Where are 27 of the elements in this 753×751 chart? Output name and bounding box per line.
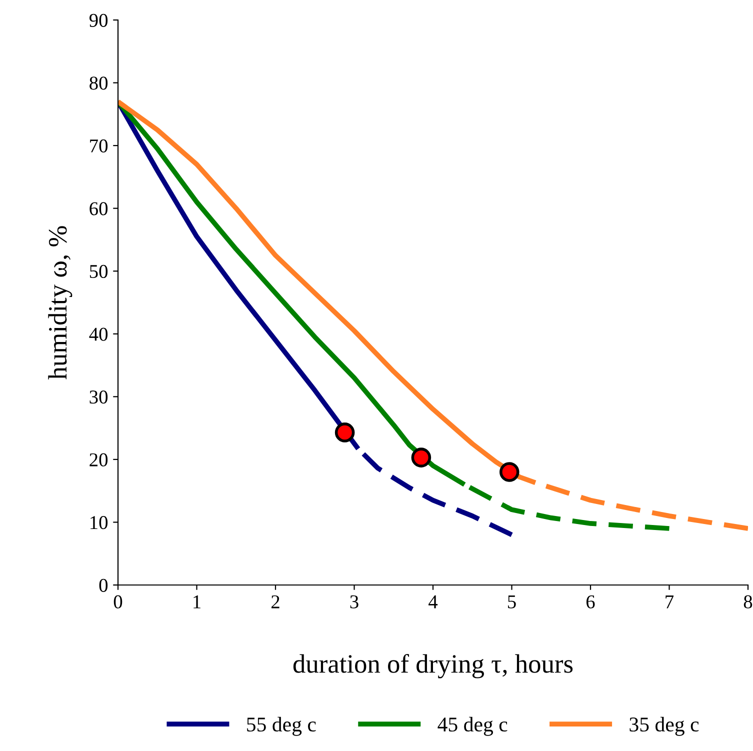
x-tick-label: 6 — [586, 595, 595, 608]
y-tick-label: 80 — [90, 76, 108, 90]
x-axis-title: duration of drying τ, hours — [293, 654, 573, 678]
y-tick-label: 90 — [89, 14, 108, 27]
point — [499, 462, 520, 482]
y-tick-label: 30 — [90, 390, 108, 404]
legend-label: 35 deg c — [630, 716, 699, 736]
y-axis-title: humidity ω, % — [48, 226, 72, 380]
x-tick-label: 4 — [428, 595, 438, 608]
x-tick-label: 1 — [194, 595, 200, 608]
y-tick-label: 0 — [99, 578, 108, 592]
legend-label: 45 deg c — [438, 716, 508, 736]
y-tick-label: 70 — [90, 139, 108, 152]
legend-label: 55 deg c — [247, 716, 316, 736]
y-tick-label: 20 — [90, 453, 108, 466]
x-tick-label: 5 — [508, 595, 516, 608]
y-tick-label: 10 — [90, 516, 108, 530]
point — [411, 448, 432, 468]
y-tick-label: 40 — [89, 328, 108, 341]
y-tick-label: 50 — [90, 264, 108, 278]
x-tick-label: 8 — [744, 595, 752, 608]
x-tick-label: 3 — [350, 595, 358, 608]
x-tick-label: 2 — [271, 595, 280, 608]
x-tick-label: 7 — [666, 595, 674, 608]
y-tick-label: 60 — [90, 202, 108, 216]
point — [334, 422, 355, 442]
x-tick-label: 0 — [114, 595, 122, 608]
